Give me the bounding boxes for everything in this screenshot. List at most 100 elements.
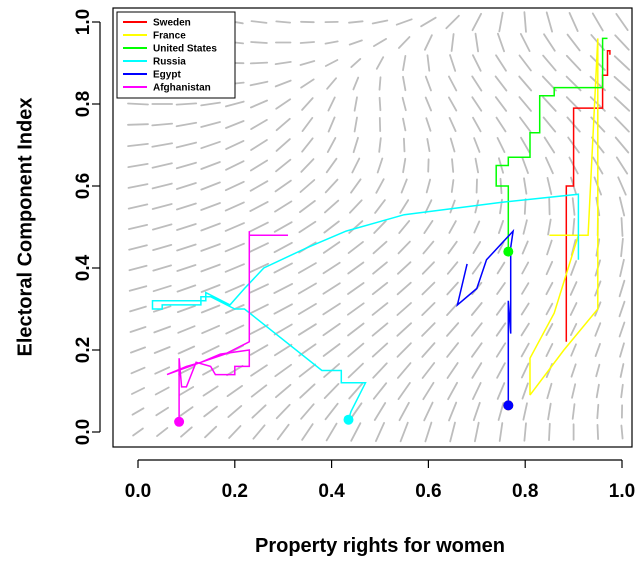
field-arrow bbox=[547, 402, 552, 421]
field-arrow bbox=[154, 366, 171, 375]
field-arrow bbox=[350, 422, 362, 442]
field-arrow bbox=[300, 78, 315, 89]
field-arrow bbox=[397, 381, 411, 401]
field-arrow bbox=[273, 262, 293, 274]
field-arrow bbox=[273, 282, 294, 295]
field-arrow bbox=[396, 281, 412, 296]
field-arrow bbox=[274, 61, 292, 65]
field-arrow bbox=[494, 96, 508, 112]
field-arrow bbox=[495, 322, 507, 337]
field-arrow bbox=[347, 240, 364, 255]
field-arrow bbox=[372, 261, 388, 275]
field-arrow bbox=[273, 221, 293, 233]
field-arrow bbox=[301, 97, 314, 111]
field-arrow bbox=[301, 117, 314, 133]
field-arrow bbox=[619, 258, 625, 278]
field-arrow bbox=[521, 282, 530, 295]
field-arrow bbox=[378, 76, 382, 91]
field-arrow bbox=[353, 96, 358, 112]
field-arrow bbox=[250, 20, 268, 24]
field-arrow bbox=[520, 342, 530, 358]
field-arrow bbox=[523, 198, 527, 215]
field-arrow bbox=[176, 304, 196, 314]
field-arrow bbox=[518, 75, 533, 92]
field-arrow bbox=[423, 219, 434, 235]
field-arrow bbox=[299, 383, 316, 399]
field-arrow bbox=[498, 422, 504, 442]
field-arrow bbox=[274, 363, 293, 378]
x-tick-label: 0.4 bbox=[318, 481, 345, 502]
field-arrow bbox=[570, 343, 577, 357]
field-arrow bbox=[473, 137, 481, 153]
field-arrow bbox=[399, 199, 410, 214]
field-arrow bbox=[570, 260, 578, 276]
field-arrow bbox=[615, 12, 629, 32]
field-arrow bbox=[132, 427, 144, 437]
field-arrow bbox=[523, 177, 528, 195]
field-arrow bbox=[151, 223, 173, 231]
field-arrow bbox=[521, 261, 530, 275]
field-arrow bbox=[371, 322, 389, 337]
field-arrow bbox=[297, 323, 317, 336]
field-arrow bbox=[200, 222, 221, 232]
field-arrow bbox=[497, 241, 505, 254]
field-arrow bbox=[226, 384, 244, 398]
field-arrow bbox=[249, 221, 269, 233]
field-arrow bbox=[495, 342, 507, 358]
field-arrow bbox=[568, 11, 579, 33]
series-line-egypt bbox=[456, 228, 515, 406]
field-arrow bbox=[619, 342, 625, 358]
field-arrow bbox=[322, 282, 341, 295]
field-arrow bbox=[613, 55, 631, 71]
field-arrow bbox=[128, 285, 148, 292]
x-tick-label: 0.6 bbox=[415, 481, 441, 502]
field-arrow bbox=[397, 36, 411, 49]
field-arrow bbox=[327, 116, 336, 133]
field-arrow bbox=[129, 346, 147, 354]
field-arrow bbox=[324, 40, 339, 45]
field-arrow bbox=[151, 122, 174, 127]
field-arrow bbox=[249, 180, 269, 192]
field-arrow bbox=[250, 119, 268, 131]
y-axis: 0.0 0.2 0.4 0.6 0.8 1.0 bbox=[73, 9, 101, 445]
field-arrow bbox=[152, 264, 173, 272]
legend: Sweden France United States Russia Egypt Afgh… bbox=[116, 11, 236, 99]
field-arrow bbox=[151, 142, 174, 148]
field-arrow bbox=[594, 342, 601, 358]
field-arrow bbox=[545, 260, 554, 276]
field-arrow bbox=[156, 426, 169, 438]
field-arrow bbox=[521, 240, 529, 255]
field-arrow bbox=[470, 302, 483, 316]
field-arrow bbox=[127, 203, 149, 210]
field-arrow bbox=[326, 77, 338, 90]
field-arrow bbox=[546, 382, 553, 400]
field-arrow bbox=[225, 160, 245, 171]
field-arrow bbox=[127, 183, 149, 189]
field-arrow bbox=[450, 179, 455, 193]
field-arrow bbox=[446, 342, 460, 358]
field-arrow bbox=[446, 281, 459, 296]
field-arrow bbox=[351, 157, 361, 174]
field-arrow bbox=[451, 158, 455, 173]
field-arrow bbox=[545, 342, 554, 358]
field-arrow bbox=[152, 284, 172, 293]
field-arrow bbox=[618, 279, 626, 298]
field-arrow bbox=[396, 342, 412, 358]
field-arrow bbox=[449, 137, 456, 153]
start-point-russia bbox=[343, 414, 354, 425]
field-arrow bbox=[151, 182, 173, 190]
field-arrow bbox=[274, 179, 292, 193]
field-arrow bbox=[324, 59, 339, 67]
field-arrow bbox=[449, 54, 457, 72]
field-arrow bbox=[424, 421, 433, 443]
field-arrow bbox=[153, 325, 172, 334]
start-point-egypt bbox=[503, 400, 514, 411]
field-arrow bbox=[297, 302, 317, 316]
field-arrow bbox=[323, 220, 340, 234]
field-arrow bbox=[297, 282, 317, 295]
field-arrow bbox=[224, 263, 245, 273]
field-arrow bbox=[426, 137, 431, 153]
field-arrow bbox=[471, 75, 483, 92]
field-arrow bbox=[249, 159, 269, 172]
field-arrow bbox=[523, 422, 527, 442]
